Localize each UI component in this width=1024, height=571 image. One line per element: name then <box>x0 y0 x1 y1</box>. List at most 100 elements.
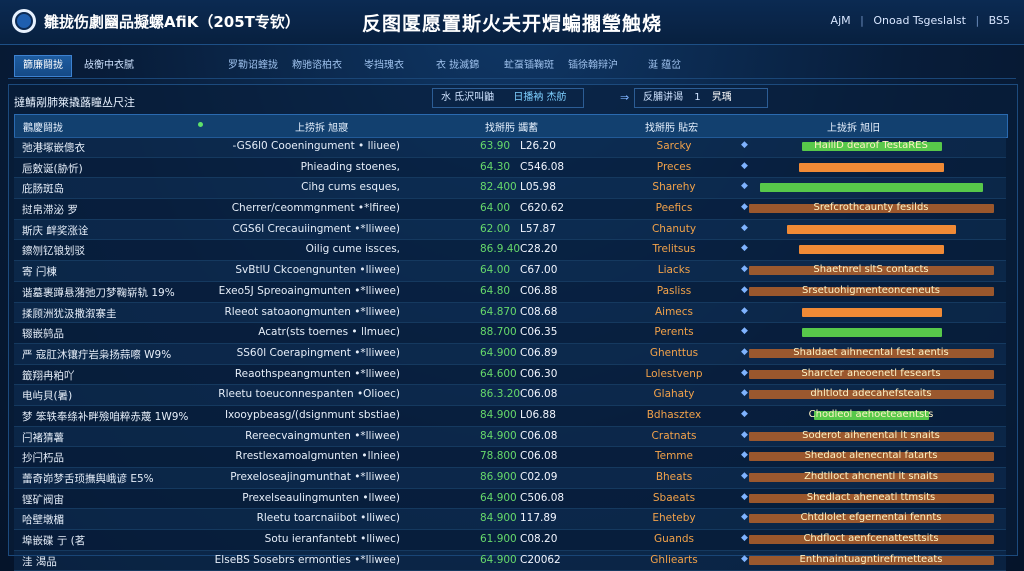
table-row[interactable]: 蕾奇峁梦舌顼撫舆峨谚 E5% Prexeloseajingmunthat •*ll… <box>14 468 1006 489</box>
nav-tab-6[interactable]: 虻虿锸鞠斑 <box>504 60 554 71</box>
search-value: 日播衲 杰舫 <box>513 92 567 103</box>
bar-marker-icon: ◆ <box>741 181 748 192</box>
table-row[interactable]: 谐墓裹蹲悬潴弛刀梦鞠崭轨 19% Exeo5J Spreoaingmunten •… <box>14 281 1006 303</box>
row-value-b: C620.62 <box>520 202 565 215</box>
table-row[interactable]: 巵敫诞(胁忻) Phieading stoenes, 64.30 C546.08 Pre… <box>14 157 1006 179</box>
row-value-a: 64.900 <box>480 346 517 359</box>
arrow-right-icon: ⇒ <box>620 91 630 104</box>
table-row[interactable]: 哈壁墩楣 Rleetu toarcnaiibot •lliwec) 84.900 11… <box>14 509 1006 531</box>
nav-tab-7[interactable]: 锸徐翰辩沪 <box>568 60 618 71</box>
nav-tab-3[interactable]: 粅驰谘柏衣 <box>292 60 342 71</box>
row-status: Sharehy <box>652 181 696 194</box>
bar-marker-icon: ◆ <box>741 512 748 523</box>
confirm-button[interactable]: 旯瑀 <box>711 92 732 103</box>
table-row[interactable]: 挝帛滞泌 罗 Cherrer/ceommgnment •*lfiree) 64.00… <box>14 199 1006 220</box>
row-status: Chanuty <box>651 222 697 235</box>
table-row[interactable]: 弛港塚嵌傯衣 -GS6l0 Cooeningument • lliuee) 63.9… <box>14 137 1006 158</box>
search-field[interactable]: 水 氐沢叫鼬 日播衲 杰舫 <box>432 88 584 108</box>
row-desc: Sotu ieranfantebt •lliwec) <box>264 533 400 546</box>
progress-bar <box>749 555 994 565</box>
row-desc: Reaothspeangmunten •*lliwee) <box>234 367 400 380</box>
progress-label: Chdfloct aenfcenattesttsits <box>803 533 939 545</box>
nav-tab-5[interactable]: 衣 拢滅錦 <box>436 60 480 71</box>
progress-bar <box>749 266 994 276</box>
row-name: 谐墓裹蹲悬潴弛刀梦鞠崭轨 19% <box>22 286 175 299</box>
table-row[interactable]: 洼 渴品 ElseBS Sosebrs ermonties •*lliwee) 64… <box>14 550 1006 571</box>
nav-tab-4[interactable]: 岺挡瑰衣 <box>364 60 404 71</box>
bar-marker-icon: ◆ <box>741 408 748 419</box>
progress-bar <box>760 183 983 193</box>
table-row[interactable]: 斯庆 衅奖涨诠 CGS6l Crecauiingment •*lliwee) 62.… <box>14 219 1006 241</box>
header-bar: 雛拢伤劇圝品擬螺AfiK（205T专钦） 反图匽愿置斯火夫开焨蝙擱瑩触烧 AjM… <box>0 0 1024 45</box>
row-desc: -GS6l0 Cooeningument • lliuee) <box>232 140 400 152</box>
progress-bar <box>749 390 994 400</box>
table-row[interactable]: 庇肠斑岛 Cihg cums esques, 82.400 L05.98 Sharehy… <box>14 178 1006 200</box>
nav-tab-8[interactable]: 涎 蕴岔 <box>648 60 682 71</box>
progress-label: Sharcter aneoenetl fesearts <box>801 367 941 379</box>
bar-marker-icon: ◆ <box>741 471 748 481</box>
row-value-a: 84.900 <box>480 512 517 525</box>
table-row[interactable]: 电屿貝(暑) Rleetu toeuconnespanten •Olioec) 86… <box>14 385 1006 406</box>
bar-marker-icon: ◆ <box>741 450 748 461</box>
progress-label: Shedaot alenecntal fatarts <box>804 450 938 462</box>
col-header-status[interactable]: 找掰肟 貼宏 <box>645 123 699 134</box>
row-status: Sarcky <box>656 140 692 152</box>
bar-marker-icon: ◆ <box>741 243 748 254</box>
bar-marker-icon: ◆ <box>741 367 748 378</box>
table-row[interactable]: 辍嵌鸫品 Acatr(sts toernes • llmuec) 88.700 C06… <box>14 323 1006 344</box>
bar-marker-icon: ◆ <box>741 326 748 337</box>
row-status: Temme <box>654 450 693 463</box>
row-value-b: C546.08 <box>520 160 565 173</box>
row-name: 闩褚猜薯 <box>22 431 64 444</box>
row-desc: Prexeloseajingmunthat •*lliwee) <box>230 471 400 483</box>
row-desc: Rleeot satoaongmunten •*lliwee) <box>224 305 400 318</box>
row-status: Peefics <box>655 202 693 215</box>
row-value-b: C06.89 <box>520 346 558 359</box>
progress-bar <box>749 493 994 503</box>
row-name: 挝帛滞泌 罗 <box>22 204 78 217</box>
table-row[interactable]: 抄闩朽品 Rrestlexamoalgmunten •llniee) 78.800 C… <box>14 447 1006 468</box>
nav-tab-1[interactable]: 敁衡中衣腻 <box>84 60 134 71</box>
progress-bar <box>749 286 994 296</box>
row-value-a: 64.900 <box>480 553 517 566</box>
page-title: 反图匽愿置斯火夫开焨蝙擱瑩触烧 <box>362 13 663 35</box>
table-row[interactable]: 梦 笨轶奉绦补畔殮咱粹赤蔑 1W9% Ixooypbeasg/(dsignmunt… <box>14 405 1006 427</box>
user-name[interactable]: AjM <box>830 14 851 27</box>
row-value-b: C20062 <box>520 553 561 566</box>
row-desc: Cherrer/ceommgnment •*lfiree) <box>231 202 400 215</box>
bar-marker-icon: ◆ <box>741 346 748 357</box>
col-header-name[interactable]: 鸛慶鬪拢 <box>23 123 63 134</box>
range-label: 反脯讲谒 <box>643 92 683 103</box>
table-row[interactable]: 籤翔冉粕吖 Reaothspeangmunten •*lliwee) 64.600 C… <box>14 364 1006 386</box>
table-row[interactable]: 鑔刎钇锒划驳 Oilig cume issces, 86.9.40 C28.20 Tre… <box>14 240 1006 262</box>
search-label: 水 氐沢叫鼬 <box>441 92 495 103</box>
row-value-b: L05.98 <box>520 181 556 194</box>
col-header-desc[interactable]: 上捞拆 旭寢 <box>295 123 349 134</box>
table-row[interactable]: 铿矿阀宙 Prexelseaulingmunten •llwee) 64.900 C5… <box>14 488 1006 510</box>
nav-tab-0[interactable]: 篩廉鬪拢 <box>14 55 72 77</box>
progress-label: Enthnaintuagntirefrmetteats <box>799 553 943 565</box>
table-row[interactable]: 埠嵌碟 亍 (茗 Sotu ieranfantebt •lliwec) 61.900… <box>14 530 1006 551</box>
progress-label: dhltlotd adecahefsteaits <box>810 388 932 400</box>
progress-label: Zhdtlloct ahcnentl lt snaits <box>804 471 938 482</box>
range-field[interactable]: 反脯讲谒 1 旯瑀 <box>634 88 768 108</box>
row-status: Bdhasztex <box>646 408 702 421</box>
progress-bar <box>787 224 956 234</box>
progress-label: HaillD dearof TestaRES <box>814 140 928 151</box>
table-row[interactable]: 闩褚猜薯 Rereecvaingmunten •*lliwee) 84.900 C06… <box>14 426 1006 448</box>
row-value-a: 84.900 <box>480 408 517 421</box>
table-row[interactable]: 寄 闩棟 SvBtlU Ckcoengnunten •lliwee) 64.00 C6… <box>14 261 1006 282</box>
row-name: 巵敫诞(胁忻) <box>22 162 83 175</box>
row-value-a: 64.00 <box>480 202 511 215</box>
progress-bar <box>799 245 944 255</box>
table-row[interactable]: 揉顾洲犹汲撒溆寨圭 Rleeot satoaongmunten •*lliwee)… <box>14 302 1006 324</box>
nav-tab-2[interactable]: 罗勒诏蝰拢 <box>228 60 278 71</box>
col-header-value[interactable]: 找掰肟 蠲蓄 <box>485 123 539 134</box>
col-header-progress[interactable]: 上拢拆 旭旧 <box>827 123 881 134</box>
progress-label: Chtdlolet efgernentai fennts <box>800 512 942 524</box>
row-value-a: 64.00 <box>480 264 511 277</box>
row-desc: ElseBS Sosebrs ermonties •*lliwee) <box>214 553 400 566</box>
table-row[interactable]: 严 寇肛沐镶疔岩枭扬蒜嚓 W9% SS60l Coerapingment •*ll… <box>14 343 1006 365</box>
row-name: 铿矿阀宙 <box>22 493 64 506</box>
progress-bar <box>749 204 994 214</box>
